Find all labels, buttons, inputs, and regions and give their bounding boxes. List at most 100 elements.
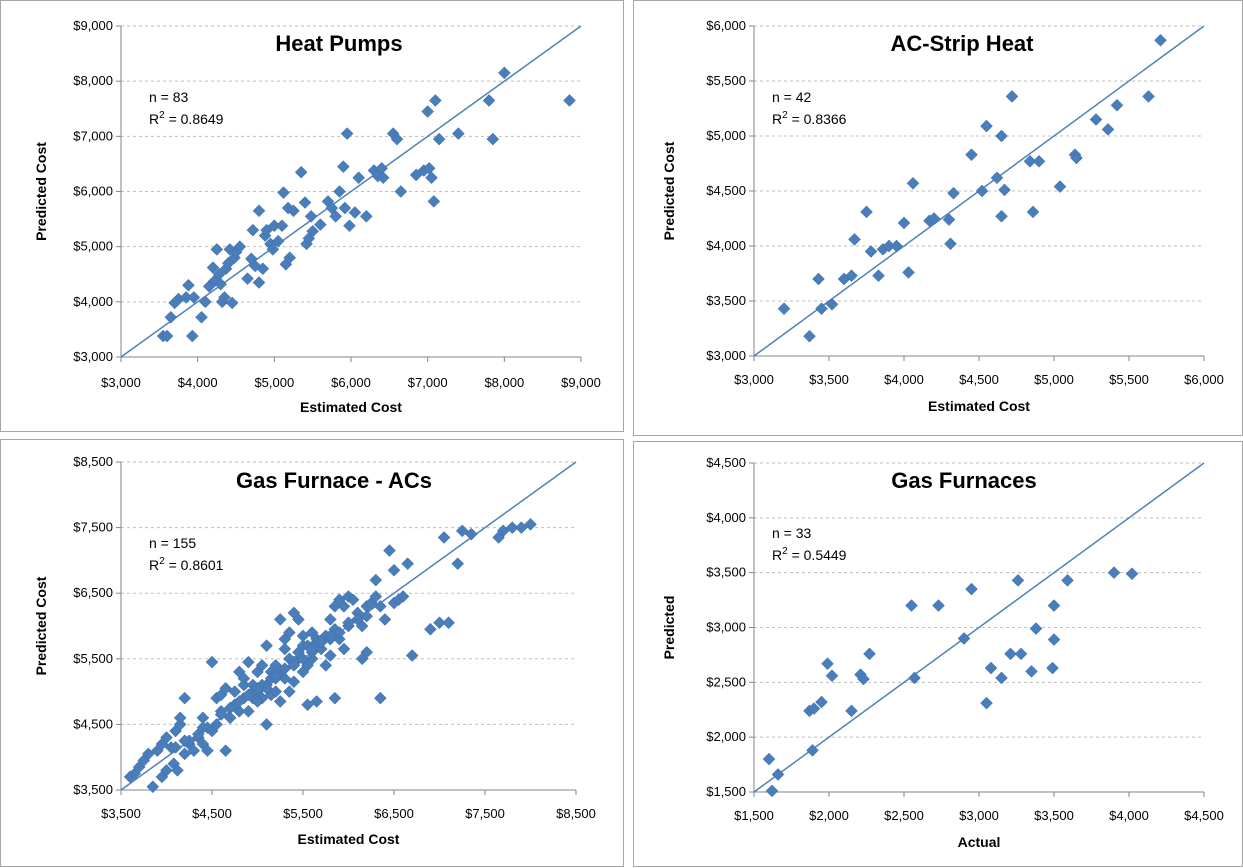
data-point xyxy=(812,272,825,286)
x-axis-title: Actual xyxy=(958,834,1001,850)
data-point xyxy=(980,119,993,133)
data-point xyxy=(872,269,885,283)
data-point xyxy=(273,613,287,626)
data-point xyxy=(515,521,528,534)
data-point xyxy=(301,698,314,712)
data-point xyxy=(965,148,978,162)
data-point xyxy=(373,599,387,613)
data-point xyxy=(251,695,264,708)
data-point xyxy=(897,216,911,230)
chart-panel-gas-furnace-acs: $3,500 $4,500 $5,500 $6,500 $7,500 $8,500 $3,5… xyxy=(0,439,624,867)
data-point xyxy=(273,695,287,708)
y-tick-label: $4,500 xyxy=(73,716,113,731)
data-point xyxy=(1142,90,1155,103)
data-point xyxy=(864,245,878,258)
data-point xyxy=(210,718,223,731)
data-point xyxy=(282,685,296,698)
data-point xyxy=(387,563,401,577)
data-point xyxy=(306,224,320,238)
x-tick-label: $5,500 xyxy=(283,806,323,821)
data-point xyxy=(214,277,228,291)
data-point xyxy=(425,171,438,185)
data-point xyxy=(825,297,839,311)
annotation-r-value: = 0.5449 xyxy=(788,547,847,563)
data-point xyxy=(337,599,351,613)
chart-panel-gas-furnaces: $1,500 $2,000 $2,500 $3,000 $3,500 $4,000 $4,5… xyxy=(633,441,1243,867)
y-tick-label: $3,000 xyxy=(706,348,746,363)
x-tick-label: $3,500 xyxy=(809,372,849,387)
data-point xyxy=(777,302,791,316)
data-point xyxy=(260,718,273,731)
x-tick-label: $3,000 xyxy=(101,375,141,390)
data-point xyxy=(1107,566,1121,580)
data-point xyxy=(807,702,821,716)
data-point xyxy=(287,675,301,689)
data-point xyxy=(932,599,945,612)
data-point xyxy=(848,233,861,246)
data-point xyxy=(304,209,318,223)
data-point xyxy=(825,669,839,683)
annotation-r-squared: R2 = 0.8649 xyxy=(149,110,224,127)
data-point xyxy=(256,262,270,276)
annotation-r-letter: R xyxy=(772,547,782,563)
data-point xyxy=(378,613,392,626)
data-point xyxy=(342,616,355,630)
data-point xyxy=(252,276,266,289)
data-point xyxy=(283,251,297,265)
data-point xyxy=(369,573,383,587)
data-point xyxy=(360,645,374,659)
data-point xyxy=(296,652,310,666)
data-point xyxy=(346,593,360,607)
data-point xyxy=(369,590,383,603)
data-point xyxy=(1053,180,1067,193)
x-tick-label: $2,000 xyxy=(809,808,849,823)
data-point xyxy=(182,278,195,292)
data-point xyxy=(223,701,237,715)
y-axis-title: Predicted Cost xyxy=(33,142,49,241)
annotation-r-squared: R2 = 0.5449 xyxy=(772,546,847,563)
data-point xyxy=(947,186,960,200)
x-axis-title: Estimated Cost xyxy=(298,831,400,847)
data-point xyxy=(173,711,187,725)
data-point xyxy=(1101,123,1115,136)
data-point xyxy=(405,649,419,662)
data-point xyxy=(160,763,173,777)
y-tick-label: $3,000 xyxy=(73,349,113,364)
data-point xyxy=(171,763,184,777)
data-point xyxy=(314,636,328,649)
data-point xyxy=(242,655,255,669)
data-point xyxy=(1032,154,1046,168)
data-point xyxy=(497,66,511,80)
data-point xyxy=(496,524,510,538)
x-tick-label: $8,500 xyxy=(556,806,596,821)
y-tick-label: $5,000 xyxy=(73,239,113,254)
annotation-r-value: = 0.8366 xyxy=(788,111,847,127)
data-point xyxy=(228,685,242,698)
data-point xyxy=(237,678,251,692)
data-point xyxy=(995,209,1008,223)
chart-title: Gas Furnace - ACs xyxy=(236,468,432,493)
data-point xyxy=(319,659,333,672)
x-tick-label: $7,000 xyxy=(408,375,448,390)
scatter-chart-svg: $3,000 $4,000 $5,000 $6,000 $7,000 $8,000 $9,0… xyxy=(33,18,601,415)
data-point xyxy=(232,695,246,708)
data-point xyxy=(433,616,446,630)
data-point xyxy=(141,747,155,761)
x-tick-label: $3,500 xyxy=(101,806,141,821)
chart-title: Heat Pumps xyxy=(275,31,402,56)
data-point xyxy=(1025,665,1038,678)
data-point xyxy=(394,185,408,198)
annotation-n: n = 83 xyxy=(149,89,189,105)
data-point xyxy=(205,655,219,669)
data-point xyxy=(252,204,266,218)
x-tick-label: $5,500 xyxy=(1109,372,1149,387)
data-point xyxy=(396,590,410,603)
data-point xyxy=(278,642,292,656)
x-tick-label: $4,500 xyxy=(192,806,232,821)
data-point xyxy=(1011,573,1025,587)
data-point xyxy=(282,626,296,639)
data-point xyxy=(1047,599,1061,612)
data-point xyxy=(178,747,192,761)
y-tick-label: $4,500 xyxy=(706,455,746,470)
data-point xyxy=(219,681,233,695)
